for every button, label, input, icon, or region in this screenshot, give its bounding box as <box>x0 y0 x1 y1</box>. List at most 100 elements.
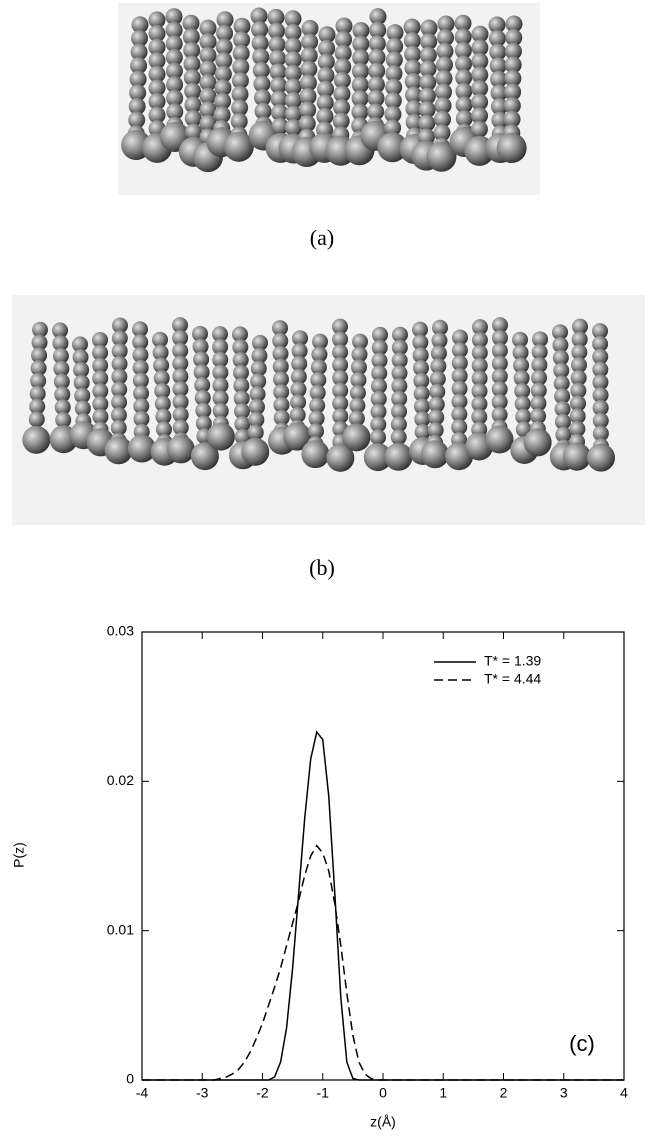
bead <box>73 361 90 378</box>
bead <box>436 42 454 60</box>
bead <box>471 395 488 412</box>
bead <box>490 98 508 116</box>
bead <box>317 67 335 85</box>
bead <box>335 17 353 35</box>
bead <box>233 364 250 381</box>
bead <box>284 91 302 109</box>
bead <box>428 396 445 413</box>
bead <box>317 53 335 71</box>
bead <box>251 21 269 39</box>
bead <box>592 361 609 378</box>
bead <box>301 33 319 51</box>
bead <box>111 368 128 385</box>
bead <box>451 406 468 423</box>
bead <box>471 331 488 348</box>
bead <box>271 104 289 122</box>
bead <box>299 101 317 119</box>
bead <box>172 381 189 398</box>
head-bead <box>496 133 527 164</box>
series-line <box>142 730 624 1081</box>
bead <box>491 381 508 398</box>
bead <box>111 381 128 398</box>
bead <box>420 19 438 37</box>
bead <box>332 357 349 374</box>
x-axis-label: z(Å) <box>370 1114 396 1130</box>
bead <box>530 382 547 399</box>
bead <box>334 44 352 62</box>
legend-label: T* = 1.39 <box>484 653 541 669</box>
bead <box>335 31 353 49</box>
bead <box>310 372 327 389</box>
bead <box>148 65 166 83</box>
bead <box>391 352 408 369</box>
bead <box>412 347 429 364</box>
bead <box>390 416 407 433</box>
bead <box>253 89 271 107</box>
bead <box>454 28 472 46</box>
bead <box>412 360 429 377</box>
bead <box>248 411 265 428</box>
bead <box>333 85 351 103</box>
bead <box>152 344 169 361</box>
bead <box>231 72 249 90</box>
bead <box>571 344 588 361</box>
bead <box>55 412 72 429</box>
bead <box>571 357 588 374</box>
bead <box>232 44 250 62</box>
bead <box>414 411 431 428</box>
bead <box>391 365 408 382</box>
bead <box>130 43 148 61</box>
bead <box>491 111 509 129</box>
bead <box>553 362 570 379</box>
bead <box>352 35 370 53</box>
bead <box>318 26 336 44</box>
bead <box>249 386 266 403</box>
bead <box>268 22 286 40</box>
bead <box>199 46 217 64</box>
bead <box>370 416 387 433</box>
bead <box>272 320 288 337</box>
bead <box>471 383 488 400</box>
bead <box>488 30 506 48</box>
bead <box>111 355 128 372</box>
bead <box>592 387 609 404</box>
bead <box>419 46 437 64</box>
bead <box>29 398 46 415</box>
bead <box>488 16 506 34</box>
bead <box>92 370 109 387</box>
bead <box>192 338 209 355</box>
bead <box>29 385 46 402</box>
bead <box>504 83 522 101</box>
y-axis-label: P(z) <box>11 842 27 868</box>
head-bead <box>485 425 514 454</box>
bead <box>216 11 234 29</box>
render-b-bg <box>12 295 645 525</box>
bead <box>199 60 217 78</box>
bead <box>386 37 404 55</box>
bead <box>193 351 210 368</box>
bead <box>269 63 287 81</box>
y-tick-label: 0.03 <box>107 623 134 639</box>
series-line <box>142 844 624 1081</box>
bead <box>471 357 488 374</box>
bead <box>270 90 288 108</box>
bead <box>504 42 522 60</box>
bead <box>216 24 234 42</box>
bead <box>72 336 88 353</box>
bead <box>194 377 211 394</box>
bead <box>199 33 217 51</box>
x-tick-label: 2 <box>500 1085 508 1101</box>
bead <box>310 359 327 376</box>
bead <box>290 381 307 398</box>
bead <box>231 85 249 103</box>
bead <box>435 69 453 87</box>
bead <box>272 358 289 375</box>
bead <box>554 388 571 405</box>
bead <box>413 385 430 402</box>
bead <box>31 347 48 364</box>
bead <box>405 86 423 104</box>
bead <box>148 52 166 70</box>
bead <box>318 39 336 57</box>
panel-label: (a) <box>310 225 334 250</box>
head-bead <box>421 440 450 469</box>
